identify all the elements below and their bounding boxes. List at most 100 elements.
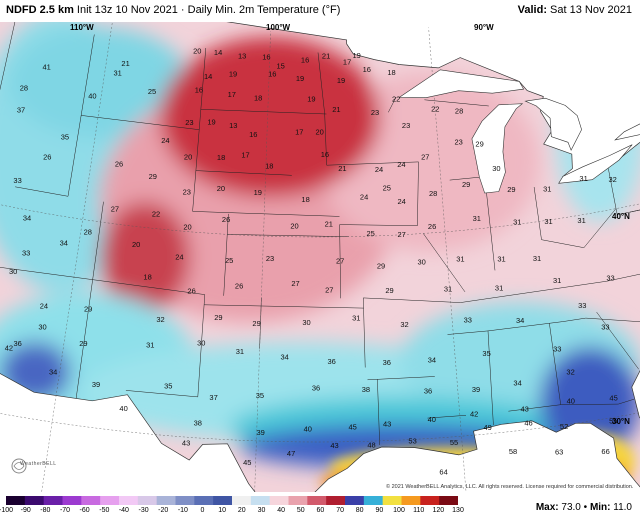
temperature-value: 19 xyxy=(229,70,237,79)
colorbar-tick-label: -90 xyxy=(20,507,31,514)
colorbar-segment xyxy=(269,496,289,505)
temperature-value: 29 xyxy=(385,286,393,295)
temperature-value: 29 xyxy=(462,180,470,189)
temperature-value: 43 xyxy=(330,441,338,450)
temperature-value: 39 xyxy=(92,380,100,389)
colorbar-segment xyxy=(363,496,384,505)
temperature-value: 26 xyxy=(222,215,230,224)
temperature-value: 31 xyxy=(497,254,505,263)
state-border xyxy=(533,186,542,240)
meridian-line xyxy=(428,27,467,492)
lon-label-110: 110°W xyxy=(70,23,94,32)
colorbar-tick-label: 30 xyxy=(257,507,266,514)
valid-label: Valid: xyxy=(517,4,547,16)
temperature-value: 37 xyxy=(209,393,217,402)
state-border xyxy=(204,304,364,309)
temperature-value: 16 xyxy=(249,130,257,139)
temperature-value: 38 xyxy=(194,419,202,428)
temperature-value: 34 xyxy=(60,239,68,248)
temperature-value: 20 xyxy=(217,184,225,193)
colorbar-segment xyxy=(420,496,440,505)
temperature-value: 31 xyxy=(495,284,503,293)
temperature-value: 32 xyxy=(566,367,574,376)
temperature-value: 43 xyxy=(182,438,190,447)
colorbar-tick-label: 110 xyxy=(413,507,425,514)
temperature-value: 29 xyxy=(507,185,515,194)
lake xyxy=(398,69,525,99)
colorbar-segment xyxy=(62,496,82,505)
temperature-value: 33 xyxy=(13,176,21,185)
temperature-value: 43 xyxy=(383,419,391,428)
state-border xyxy=(317,52,327,166)
temperature-value: 34 xyxy=(49,368,57,377)
temperature-value: 25 xyxy=(225,256,233,265)
logo-text: WeatherBELL xyxy=(20,461,57,467)
temperature-value: 25 xyxy=(148,87,156,96)
colorbar-tick-label: -30 xyxy=(138,507,149,514)
meridian-line xyxy=(41,22,113,492)
temperature-value: 26 xyxy=(235,281,243,290)
temperature-value: 29 xyxy=(79,339,87,348)
valid-time: Valid: Sat 13 Nov 2021 xyxy=(518,4,632,16)
temperature-value: 30 xyxy=(9,267,17,276)
temperature-value: 31 xyxy=(146,341,154,350)
temperature-value: 29 xyxy=(377,262,385,271)
temperature-value: 23 xyxy=(266,254,274,263)
temperature-value: 21 xyxy=(121,59,129,68)
temperature-value: 28 xyxy=(20,83,28,92)
state-border xyxy=(200,109,327,115)
title-separator: · xyxy=(180,4,185,16)
state-border xyxy=(487,330,494,426)
temperature-value: 33 xyxy=(553,344,561,353)
temperature-value: 27 xyxy=(291,279,299,288)
temperature-value: 30 xyxy=(418,257,426,266)
temperature-value: 19 xyxy=(337,76,345,85)
temperature-value: 31 xyxy=(553,276,561,285)
temperature-value: 30 xyxy=(302,318,310,327)
state-border xyxy=(223,213,229,296)
state-border xyxy=(192,47,207,212)
temperature-value: 36 xyxy=(424,386,432,395)
temperature-value: 26 xyxy=(187,287,195,296)
copyright-notice: © 2021 WeatherBELL Analytics, LLC. All r… xyxy=(386,484,634,490)
state-border xyxy=(541,208,617,248)
temperature-value: 46 xyxy=(524,418,532,427)
max-min-separator: • xyxy=(583,502,588,513)
lake xyxy=(558,144,633,184)
temperature-value: 20 xyxy=(193,46,201,55)
temperature-value: 31 xyxy=(513,217,521,226)
coastline xyxy=(0,22,640,492)
lake xyxy=(471,103,524,194)
colorbar-segment xyxy=(401,496,421,505)
state-border xyxy=(377,379,380,446)
state-border xyxy=(75,201,104,399)
temperature-value: 19 xyxy=(207,118,215,127)
temperature-value: 45 xyxy=(243,458,251,467)
temperature-value: 55 xyxy=(450,438,458,447)
temperature-value: 24 xyxy=(360,192,368,201)
temperature-value: 36 xyxy=(312,384,320,393)
max-min-readout: Max: 73.0 • Min: 11.0 xyxy=(536,502,632,513)
temperature-value: 14 xyxy=(204,72,212,81)
temperature-value: 29 xyxy=(214,313,222,322)
lat-label-30: 30°N xyxy=(612,417,630,426)
colorbar-tick-label: 70 xyxy=(336,507,344,514)
temperature-value: 16 xyxy=(301,56,309,65)
colorbar-segment xyxy=(232,496,252,505)
temperature-value: 23 xyxy=(185,118,193,127)
temperature-value: 49 xyxy=(484,423,492,432)
temperature-value: 31 xyxy=(544,217,552,226)
temperature-value: 29 xyxy=(475,139,483,148)
colorbar-segment xyxy=(250,496,271,505)
temperature-value: 40 xyxy=(119,404,127,413)
temperature-value: 27 xyxy=(111,205,119,214)
temperature-value: 16 xyxy=(321,150,329,159)
colorbar-segment xyxy=(194,496,214,505)
temperature-value: 20 xyxy=(184,153,192,162)
state-border xyxy=(227,234,349,237)
temperature-value: 31 xyxy=(543,184,551,193)
temperature-value: 23 xyxy=(183,188,191,197)
temperature-value: 48 xyxy=(367,440,375,449)
